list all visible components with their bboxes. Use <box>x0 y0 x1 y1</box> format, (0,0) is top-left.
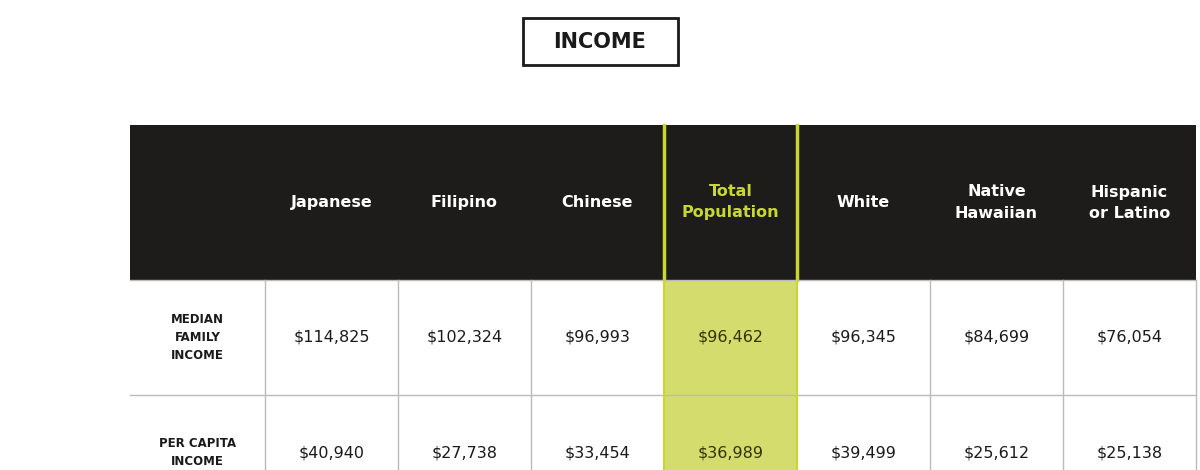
Bar <box>664 280 797 395</box>
Text: $36,989: $36,989 <box>697 445 763 460</box>
Bar <box>265 395 398 470</box>
Text: $96,993: $96,993 <box>564 330 630 345</box>
Text: Hispanic
or Latino: Hispanic or Latino <box>1088 185 1170 220</box>
Text: $76,054: $76,054 <box>1097 330 1163 345</box>
Bar <box>130 280 265 395</box>
Bar <box>130 395 265 470</box>
Bar <box>664 395 797 470</box>
Bar <box>265 280 398 395</box>
Text: $96,345: $96,345 <box>830 330 896 345</box>
Text: $25,138: $25,138 <box>1097 445 1163 460</box>
Text: $25,612: $25,612 <box>964 445 1030 460</box>
Bar <box>930 395 1063 470</box>
Bar <box>530 395 664 470</box>
Text: INCOME: INCOME <box>553 31 647 52</box>
Text: White: White <box>836 195 890 210</box>
Text: Filipino: Filipino <box>431 195 498 210</box>
Bar <box>930 280 1063 395</box>
Text: MEDIAN
FAMILY
INCOME: MEDIAN FAMILY INCOME <box>172 313 224 362</box>
Text: $27,738: $27,738 <box>432 445 498 460</box>
Text: PER CAPITA
INCOME: PER CAPITA INCOME <box>158 437 236 468</box>
Bar <box>1063 395 1196 470</box>
Bar <box>1063 280 1196 395</box>
Text: Chinese: Chinese <box>562 195 634 210</box>
Text: Japanese: Japanese <box>290 195 372 210</box>
Bar <box>130 125 1196 280</box>
Text: $40,940: $40,940 <box>299 445 365 460</box>
Text: Native
Hawaiian: Native Hawaiian <box>955 185 1038 220</box>
Text: $114,825: $114,825 <box>293 330 370 345</box>
Bar <box>530 280 664 395</box>
Text: $84,699: $84,699 <box>964 330 1030 345</box>
Bar <box>398 280 530 395</box>
Text: Total
Population: Total Population <box>682 185 779 220</box>
Text: $39,499: $39,499 <box>830 445 896 460</box>
Text: $33,454: $33,454 <box>565 445 630 460</box>
Bar <box>522 18 678 65</box>
Bar <box>797 395 930 470</box>
Bar <box>398 395 530 470</box>
Text: $102,324: $102,324 <box>426 330 503 345</box>
Text: $96,462: $96,462 <box>697 330 763 345</box>
Bar <box>797 280 930 395</box>
